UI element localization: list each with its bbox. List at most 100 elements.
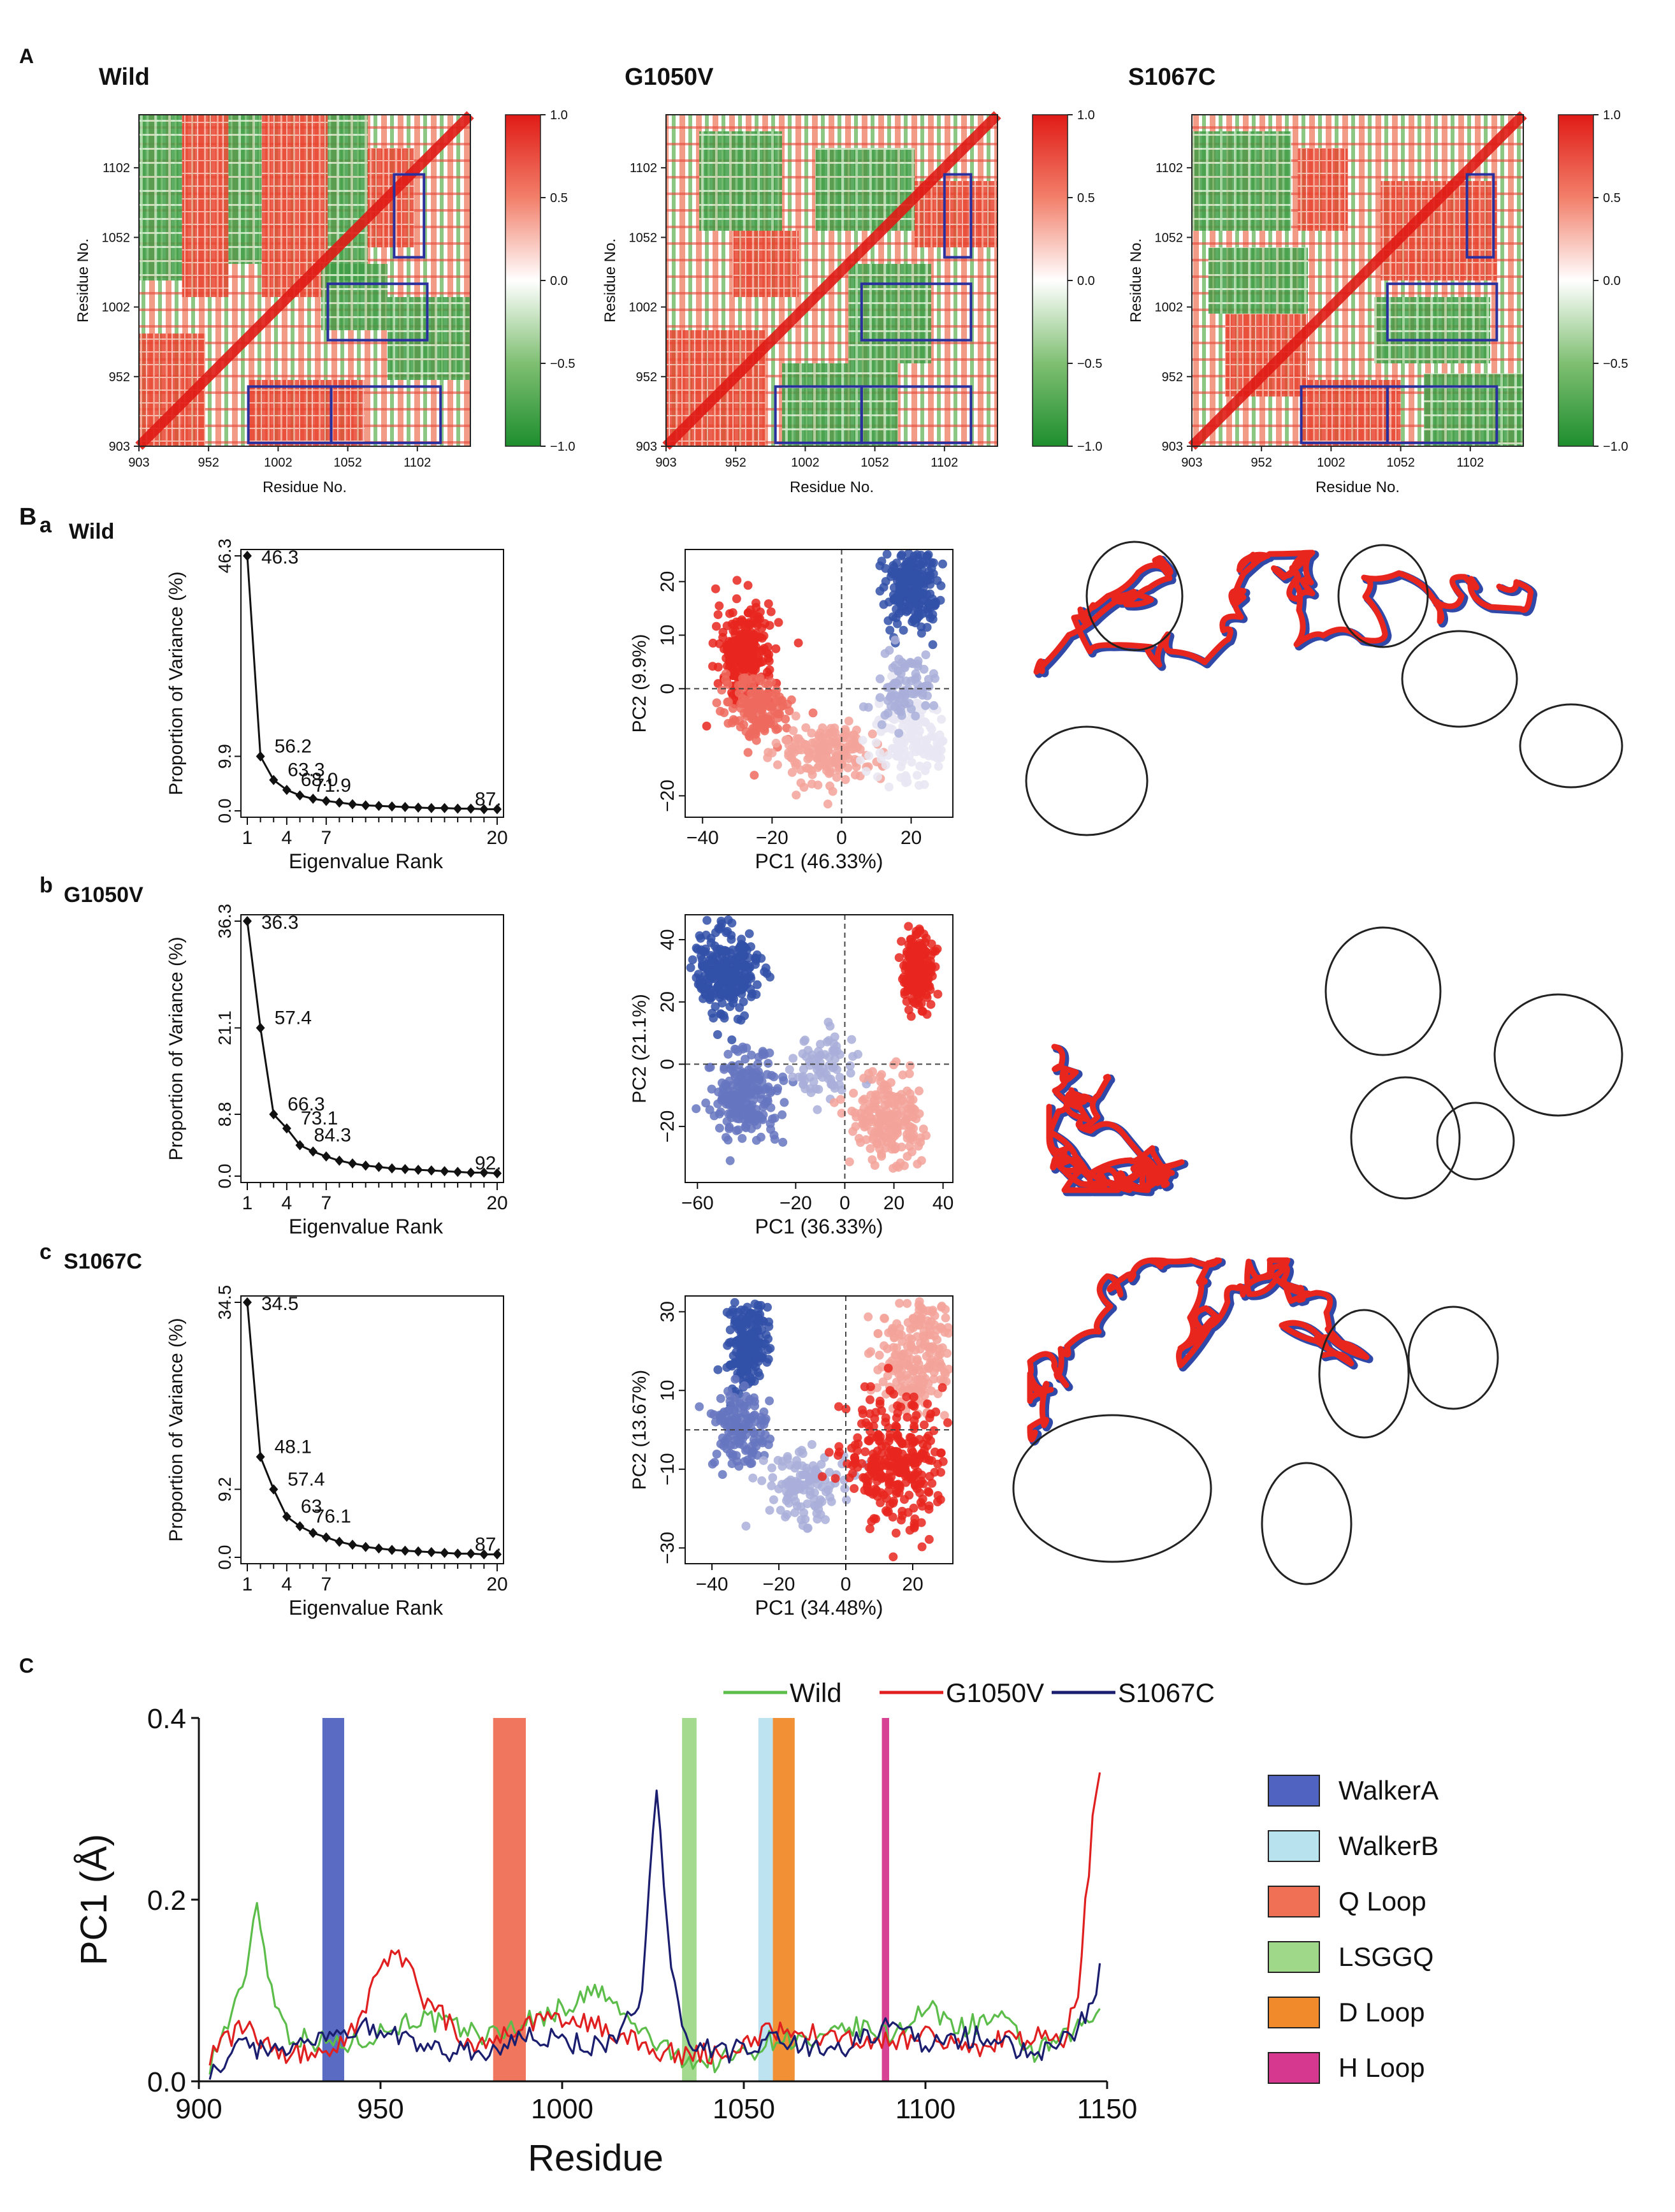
scatter-point: [706, 1409, 716, 1418]
y-tick-label: −20: [657, 1110, 678, 1143]
legend-label: S1067C: [1118, 1678, 1215, 1708]
scatter-point: [917, 1518, 926, 1527]
pca-scatter: −60 −20 0 20 40 −20 0 20 40 PC1 (36.33%) PC2 (21.1…: [629, 914, 954, 1238]
scatter-point: [758, 1438, 767, 1448]
scatter-point: [718, 1470, 727, 1480]
scatter-point: [760, 1339, 770, 1348]
x-tick-label: 7: [321, 1193, 331, 1214]
scree-point: [295, 1521, 305, 1532]
scatter-point: [875, 586, 885, 596]
scatter-point: [917, 565, 927, 574]
region-legend-label: Q Loop: [1338, 1886, 1426, 1916]
scatter-point: [876, 1432, 885, 1441]
scatter-point: [859, 1409, 867, 1418]
scatter-point: [873, 1492, 882, 1501]
backbone-red: [1033, 549, 1534, 675]
scatter-point: [911, 1411, 921, 1420]
scatter-point: [937, 715, 946, 724]
x-tick-label: 0: [836, 827, 847, 848]
scatter-point: [875, 748, 885, 757]
y-tick-label: 20: [657, 571, 678, 592]
scatter-point: [932, 1335, 942, 1344]
scatter-point: [886, 1467, 896, 1476]
scree-point: [348, 1158, 358, 1169]
scatter-point: [913, 662, 922, 671]
scatter-point: [901, 1471, 910, 1481]
scatter-point: [928, 640, 938, 650]
scatter-point: [862, 767, 871, 776]
scatter-point: [904, 1005, 913, 1015]
y-axis-label: Residue No.: [75, 238, 92, 323]
scatter-point: [734, 681, 743, 690]
scatter-point: [913, 609, 923, 618]
scatter-point: [794, 638, 803, 648]
scatter-point: [749, 1411, 758, 1421]
scatter-point: [931, 597, 941, 607]
scatter-point: [728, 608, 737, 618]
scree-point: [321, 1151, 331, 1162]
scatter-point: [855, 745, 865, 754]
scatter-point: [905, 603, 915, 612]
scatter-point: [760, 726, 769, 736]
x-tick-label: 1: [242, 1193, 253, 1214]
scree-line: [246, 920, 498, 1175]
scatter-point: [868, 1135, 878, 1144]
x-tick-label: 1052: [333, 456, 362, 470]
scatter-point: [739, 708, 749, 718]
heatmap-block: [1225, 314, 1308, 397]
scatter-point: [920, 1420, 929, 1430]
heatmap-block: [1374, 297, 1490, 363]
y-axis-label: Proportion of Variance (%): [166, 1318, 187, 1541]
scatter-point: [782, 1510, 792, 1519]
scatter-point: [899, 1161, 909, 1170]
scatter-point: [896, 694, 906, 704]
region-legend-swatch: [1268, 1886, 1320, 1917]
y-axis-label: Proportion of Variance (%): [166, 936, 187, 1160]
scatter-point: [901, 1478, 911, 1487]
protein-structure: [1025, 541, 1623, 836]
scatter-point: [922, 1010, 932, 1019]
scatter-point: [750, 771, 759, 780]
highlight-box: [330, 385, 442, 444]
scatter-point: [765, 665, 774, 674]
scatter-point: [905, 1089, 915, 1098]
y-tick-label: 0: [657, 1059, 678, 1070]
scatter-point: [881, 760, 890, 770]
scatter-point: [920, 718, 930, 727]
scatter-point: [934, 762, 943, 771]
scatter-point: [923, 958, 932, 968]
scatter-point: [837, 1109, 846, 1118]
scatter-point: [894, 667, 903, 676]
point-label: 68.0: [301, 769, 338, 790]
scatter-point: [907, 1147, 917, 1156]
scree-point: [361, 800, 370, 811]
series-line: [208, 1789, 1101, 2080]
scatter-point: [727, 1035, 737, 1045]
scatter-point: [924, 674, 933, 684]
scatter-point: [712, 698, 721, 708]
scatter-point: [841, 775, 850, 784]
scatter-point: [915, 993, 924, 1002]
legend-label: G1050V: [946, 1678, 1044, 1708]
scatter-point: [930, 1320, 939, 1330]
scatter-point: [911, 946, 921, 956]
scatter-point: [718, 627, 728, 637]
scatter-point: [925, 1348, 934, 1358]
scree-point: [269, 1109, 279, 1120]
scatter-point: [744, 953, 753, 963]
scatter-point: [943, 1349, 952, 1358]
scatter-point: [759, 1420, 769, 1429]
point-label: 84.3: [314, 1125, 351, 1146]
scatter-point: [739, 963, 748, 972]
scatter-point: [890, 595, 899, 605]
highlight-circle: [1012, 1414, 1212, 1563]
scree-point: [440, 1166, 449, 1177]
scatter-point: [732, 1321, 741, 1331]
scatter-point: [943, 1418, 952, 1427]
scatter-point: [918, 1331, 928, 1341]
scatter-point: [765, 621, 774, 630]
scree-point: [400, 1163, 410, 1174]
scatter-point: [897, 936, 906, 946]
scatter-point: [867, 1115, 876, 1124]
scree-point: [387, 1163, 396, 1174]
